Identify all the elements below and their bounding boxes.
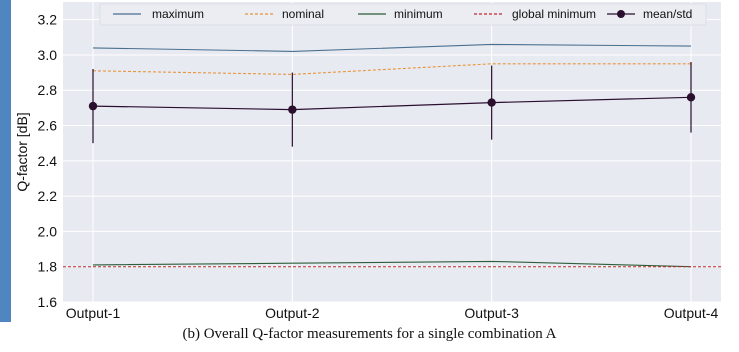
legend-label-nominal: nominal (282, 7, 324, 21)
left-edge-strip (0, 0, 11, 322)
mean-point (88, 101, 98, 111)
y-tick-label: 1.6 (38, 294, 58, 310)
x-tick-label: Output-1 (66, 305, 121, 321)
series-line-maximum (92, 43, 692, 52)
mean-line (92, 96, 692, 111)
legend-label-global-minimum: global minimum (512, 7, 596, 21)
mean-point (288, 105, 297, 114)
legend-label-mean-std: mean/std (643, 7, 692, 21)
x-tick-label: Output-3 (464, 305, 519, 321)
mean-std-series (88, 62, 696, 147)
x-tick-labels: Output-1 Output-2 Output-3 Output-4 (66, 305, 719, 321)
mean-point (487, 98, 496, 107)
y-tick-label: 1.8 (38, 259, 58, 275)
y-axis-label: Q-factor [dB] (14, 112, 30, 191)
x-tick-label: Output-4 (664, 305, 719, 321)
series-lines (63, 43, 721, 268)
plot-area (63, 2, 721, 302)
legend-marker-mean-std (617, 10, 625, 18)
y-tick-label: 3.2 (38, 12, 58, 28)
legend-label-maximum: maximum (152, 7, 204, 21)
y-tick-label: 2.0 (38, 223, 58, 239)
series-line-minimum (92, 260, 692, 268)
y-tick-label: 2.6 (38, 118, 58, 134)
legend-box (99, 3, 707, 26)
y-tick-label: 2.4 (38, 153, 58, 169)
legend-label-minimum: minimum (394, 7, 443, 21)
y-tick-label: 2.2 (38, 188, 58, 204)
y-tick-labels: 1.6 1.8 2.0 2.2 2.4 2.6 2.8 3.0 3.2 (38, 12, 58, 310)
mean-point (686, 93, 696, 102)
y-tick-label: 2.8 (38, 82, 58, 98)
x-tick-label: Output-2 (265, 305, 320, 321)
legend: maximum nominal minimum global minimum mean/… (99, 3, 707, 26)
figure-caption: (b) Overall Q-factor measurements for a … (182, 326, 557, 342)
y-tick-label: 3.0 (38, 47, 58, 63)
